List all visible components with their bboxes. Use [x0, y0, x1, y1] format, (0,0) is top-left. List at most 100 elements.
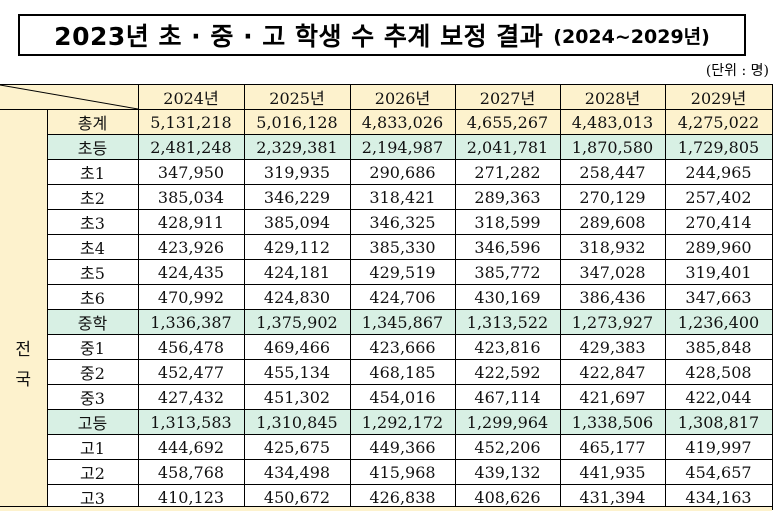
value-cell: 1,313,522 — [454, 309, 561, 335]
student-count-table: 2024년 2025년 2026년 2027년 2028년 2029년 전 국 총계… — [0, 84, 773, 510]
value-cell: 431,394 — [559, 484, 666, 510]
value-cell: 1,299,964 — [454, 409, 561, 435]
value-cell: 422,044 — [664, 384, 773, 410]
value-cell: 1,292,172 — [349, 409, 456, 435]
table-row: 초4 423,926 429,112 385,330 346,596 318,932 289… — [0, 234, 773, 260]
value-cell: 4,655,267 — [454, 109, 561, 135]
value-cell: 1,336,387 — [137, 309, 245, 335]
row-label: 초1 — [46, 159, 139, 185]
value-cell: 319,935 — [243, 159, 351, 185]
value-cell: 456,478 — [137, 334, 245, 360]
value-cell: 346,596 — [454, 234, 561, 260]
title-main: 2023년 초 · 중 · 고 학생 수 추계 보정 결과 — [54, 22, 544, 51]
value-cell: 346,325 — [349, 209, 456, 235]
row-label: 중1 — [46, 334, 139, 360]
value-cell: 449,366 — [349, 434, 456, 460]
value-cell: 1,236,400 — [664, 309, 773, 335]
document-title: 2023년 초 · 중 · 고 학생 수 추계 보정 결과 (2024~2029… — [18, 14, 746, 56]
table-row: 초1 347,950 319,935 290,686 271,282 258,447 244… — [0, 159, 773, 185]
value-cell: 452,206 — [454, 434, 561, 460]
value-cell: 441,935 — [559, 459, 666, 485]
column-header: 2025년 — [243, 84, 351, 110]
table-row: 중1 456,478 469,466 423,666 423,816 429,383 385… — [0, 334, 773, 360]
value-cell: 423,666 — [349, 334, 456, 360]
value-cell: 451,302 — [243, 384, 351, 410]
value-cell: 2,041,781 — [454, 134, 561, 160]
row-label: 초4 — [46, 234, 139, 260]
table-row: 고3 410,123 450,672 426,838 408,626 431,394 434… — [0, 484, 773, 510]
value-cell: 452,477 — [137, 359, 245, 385]
value-cell: 467,114 — [454, 384, 561, 410]
row-label: 고3 — [46, 484, 139, 510]
value-cell: 270,129 — [559, 184, 666, 210]
region-char: 국 — [15, 369, 32, 390]
region-char: 전 — [15, 339, 32, 360]
row-label: 초5 — [46, 259, 139, 285]
value-cell: 422,847 — [559, 359, 666, 385]
value-cell: 271,282 — [454, 159, 561, 185]
subtotal-row: 중학 1,336,387 1,375,902 1,345,867 1,313,522 1,… — [0, 309, 773, 335]
corner-cell — [0, 84, 139, 110]
value-cell: 458,768 — [137, 459, 245, 485]
row-label: 총계 — [46, 109, 139, 135]
column-header: 2027년 — [454, 84, 561, 110]
value-cell: 4,833,026 — [349, 109, 456, 135]
table-row: 고2 458,768 434,498 415,968 439,132 441,935 454… — [0, 459, 773, 485]
table-row: 초2 385,034 346,229 318,421 289,363 270,129 257… — [0, 184, 773, 210]
value-cell: 434,163 — [664, 484, 773, 510]
value-cell: 2,329,381 — [243, 134, 351, 160]
value-cell: 258,447 — [559, 159, 666, 185]
value-cell: 428,508 — [664, 359, 773, 385]
value-cell: 386,436 — [559, 284, 666, 310]
value-cell: 408,626 — [454, 484, 561, 510]
subtotal-row: 초등 2,481,248 2,329,381 2,194,987 2,041,781 1,… — [0, 134, 773, 160]
value-cell: 1,375,902 — [243, 309, 351, 335]
value-cell: 318,421 — [349, 184, 456, 210]
value-cell: 1,308,817 — [664, 409, 773, 435]
value-cell: 1,313,583 — [137, 409, 245, 435]
value-cell: 347,663 — [664, 284, 773, 310]
column-header: 2024년 — [137, 84, 245, 110]
row-label: 고2 — [46, 459, 139, 485]
value-cell: 454,016 — [349, 384, 456, 410]
value-cell: 430,169 — [454, 284, 561, 310]
row-label: 중2 — [46, 359, 139, 385]
value-cell: 319,401 — [664, 259, 773, 285]
row-label: 초등 — [46, 134, 139, 160]
value-cell: 318,599 — [454, 209, 561, 235]
value-cell: 419,997 — [664, 434, 773, 460]
value-cell: 2,194,987 — [349, 134, 456, 160]
value-cell: 290,686 — [349, 159, 456, 185]
column-header: 2029년 — [664, 84, 773, 110]
value-cell: 2,481,248 — [137, 134, 245, 160]
value-cell: 1,345,867 — [349, 309, 456, 335]
value-cell: 244,965 — [664, 159, 773, 185]
row-label: 초6 — [46, 284, 139, 310]
header-row: 2024년 2025년 2026년 2027년 2028년 2029년 — [0, 84, 773, 110]
title-years: (2024~2029년) — [553, 25, 710, 48]
table-row: 초5 424,435 424,181 429,519 385,772 347,028 319… — [0, 259, 773, 285]
value-cell: 469,466 — [243, 334, 351, 360]
value-cell: 429,383 — [559, 334, 666, 360]
diagonal-line-icon — [0, 85, 138, 109]
value-cell: 346,229 — [243, 184, 351, 210]
value-cell: 4,275,022 — [664, 109, 773, 135]
value-cell: 424,181 — [243, 259, 351, 285]
value-cell: 385,330 — [349, 234, 456, 260]
value-cell: 421,697 — [559, 384, 666, 410]
value-cell: 424,435 — [137, 259, 245, 285]
value-cell: 425,675 — [243, 434, 351, 460]
unit-label: (단위 : 명) — [705, 63, 769, 79]
column-header: 2028년 — [559, 84, 666, 110]
value-cell: 385,094 — [243, 209, 351, 235]
value-cell: 454,657 — [664, 459, 773, 485]
value-cell: 1,870,580 — [559, 134, 666, 160]
value-cell: 5,016,128 — [243, 109, 351, 135]
value-cell: 426,838 — [349, 484, 456, 510]
subtotal-row: 고등 1,313,583 1,310,845 1,292,172 1,299,964 1,… — [0, 409, 773, 435]
table-row: 초3 428,911 385,094 346,325 318,599 289,608 270… — [0, 209, 773, 235]
value-cell: 318,932 — [559, 234, 666, 260]
value-cell: 270,414 — [664, 209, 773, 235]
value-cell: 424,706 — [349, 284, 456, 310]
